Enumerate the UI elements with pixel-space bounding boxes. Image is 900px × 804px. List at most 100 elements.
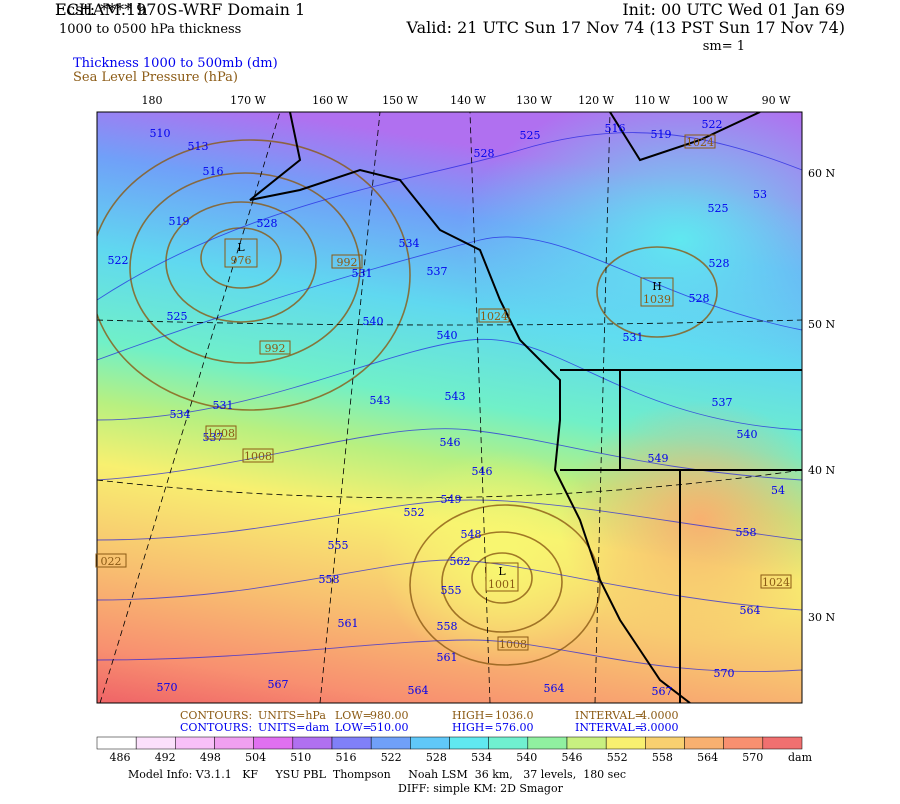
thickness-label: 534 xyxy=(170,408,191,421)
colorbar-tick: 516 xyxy=(336,751,357,764)
header-text: sm= 1 xyxy=(703,39,745,54)
pressure-box xyxy=(684,134,716,149)
pressure-label: 1024 xyxy=(480,310,508,323)
pressure-label: 1024 xyxy=(686,136,714,149)
pressure-box xyxy=(95,553,127,568)
contour-info: UNITS=hPa xyxy=(258,709,326,722)
contour-info: INTERVAL= xyxy=(575,709,644,722)
header-text: Valid: 21 UTC Sun 17 Nov 74 (13 PST Sun … xyxy=(406,18,845,37)
lon-label: 160 W xyxy=(312,94,348,107)
pressure-label: 1024 xyxy=(762,576,790,589)
colorbar-box xyxy=(566,736,607,750)
lon-label: 120 W xyxy=(578,94,614,107)
pressure-label: 1008 xyxy=(499,638,527,651)
colorbar-box xyxy=(488,736,529,750)
colorbar-tick: 492 xyxy=(155,751,176,764)
colorbar-box xyxy=(723,736,764,750)
thickness-label: 567 xyxy=(268,678,289,691)
thickness-label: 537 xyxy=(203,431,224,444)
thickness-label: 54 xyxy=(771,484,785,497)
thickness-label: 555 xyxy=(328,539,349,552)
thickness-label: 540 xyxy=(363,315,384,328)
contour-info: INTERVAL= xyxy=(575,721,644,734)
thickness-label: 543 xyxy=(370,394,391,407)
header-text: ECHAM.1970S-WRF Domain 1 xyxy=(55,0,305,19)
lon-label: 180 xyxy=(142,94,163,107)
thickness-label: 555 xyxy=(441,584,462,597)
colorbar-box xyxy=(253,736,294,750)
thickness-label: 537 xyxy=(712,396,733,409)
thickness-label: 528 xyxy=(709,257,730,270)
thickness-label: 543 xyxy=(445,390,466,403)
colorbar-tick: 498 xyxy=(200,751,221,764)
pressure-center-box xyxy=(224,238,258,268)
lon-label: 100 W xyxy=(692,94,728,107)
contour-info: LOW= xyxy=(335,721,372,734)
map-field xyxy=(97,112,802,703)
header-text: Init: 00 UTC Wed 01 Jan 69 xyxy=(622,0,845,19)
contour-info: CONTOURS: xyxy=(180,721,252,734)
thickness-label: 525 xyxy=(167,310,188,323)
thickness-label: 534 xyxy=(399,237,420,250)
pressure-box xyxy=(205,425,237,440)
pressure-box xyxy=(760,574,792,589)
thickness-label: 528 xyxy=(474,147,495,160)
thickness-label: 516 xyxy=(203,165,224,178)
pressure-label: 1008 xyxy=(244,450,272,463)
pressure-label: 992 xyxy=(337,256,358,269)
thickness-label: 564 xyxy=(408,684,429,697)
thickness-label: 519 xyxy=(169,215,190,228)
colorbar-box xyxy=(684,736,724,750)
colorbar-tick: 558 xyxy=(652,751,673,764)
pressure-center-value: 1039 xyxy=(643,293,671,306)
thickness-label: 519 xyxy=(651,128,672,141)
legend-text: Thickness 1000 to 500mb (dm) xyxy=(73,56,278,71)
colorbar-box xyxy=(605,736,646,750)
contour-info: LOW= xyxy=(335,709,372,722)
thickness-label: 564 xyxy=(740,604,761,617)
pressure-label: 1008 xyxy=(207,427,235,440)
header-text: 1000 to 0500 hPa thickness xyxy=(59,22,241,37)
pressure-label: 022 xyxy=(101,555,122,568)
pressure-center-type: L xyxy=(237,241,245,254)
contour-info: HIGH= xyxy=(452,709,494,722)
thickness-label: 567 xyxy=(652,685,673,698)
thickness-label: 570 xyxy=(714,667,735,680)
pressure-box xyxy=(242,448,274,463)
colorbar-box xyxy=(370,736,411,750)
map-frame xyxy=(96,111,803,704)
thickness-label: 510 xyxy=(150,127,171,140)
pressure-box xyxy=(331,254,363,269)
colorbar-box xyxy=(762,736,803,750)
thickness-label: 561 xyxy=(437,651,458,664)
colorbar-tick: 534 xyxy=(471,751,492,764)
thickness-label: 540 xyxy=(437,329,458,342)
thickness-label: 531 xyxy=(352,267,373,280)
contour-info: 980.00 xyxy=(370,709,409,722)
contour-info: UNITS=dam xyxy=(258,721,330,734)
colorbar-box xyxy=(331,736,372,750)
colorbar-box xyxy=(449,736,489,750)
lon-label: 170 W xyxy=(230,94,266,107)
header-text: Fcst: **** h xyxy=(55,0,148,19)
model-info: Model Info: V3.1.1 KF YSU PBL Thompson N… xyxy=(128,768,626,781)
colorbar-box xyxy=(527,736,568,750)
thickness-label: 558 xyxy=(319,573,340,586)
colorbar-tick: 522 xyxy=(381,751,402,764)
colorbar-box xyxy=(410,736,450,750)
pressure-center-value: 1001 xyxy=(488,578,516,591)
legend-text: Sea Level Pressure (hPa) xyxy=(73,70,238,85)
colorbar-box xyxy=(292,736,333,750)
colorbar-box xyxy=(175,736,215,750)
thickness-label: 525 xyxy=(708,202,729,215)
contour-info: 3.0000 xyxy=(640,721,679,734)
lon-label: 90 W xyxy=(762,94,791,107)
colorbar-box xyxy=(214,736,254,750)
thickness-label: 522 xyxy=(702,118,723,131)
thickness-label: 546 xyxy=(472,465,493,478)
thickness-label: 531 xyxy=(623,331,644,344)
contour-info: CONTOURS: xyxy=(180,709,252,722)
colorbar-tick: 528 xyxy=(426,751,447,764)
colorbar-tick: 552 xyxy=(607,751,628,764)
thickness-label: 525 xyxy=(520,129,541,142)
